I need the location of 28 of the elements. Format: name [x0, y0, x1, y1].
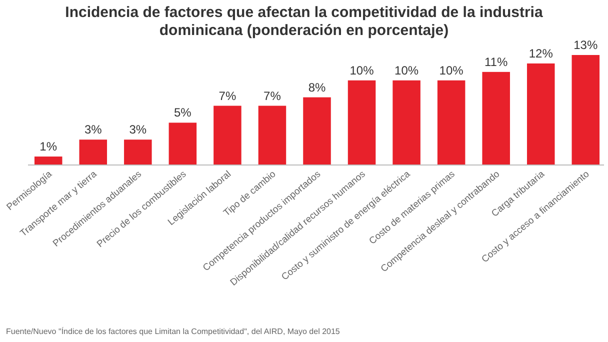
bar [482, 72, 510, 165]
data-label: 10% [439, 63, 464, 78]
bar [34, 156, 62, 165]
data-label: 7% [264, 88, 282, 103]
data-label: 7% [218, 88, 236, 103]
bar [392, 80, 420, 165]
bar [258, 106, 286, 165]
bar [79, 140, 108, 165]
data-label: 13% [574, 38, 598, 52]
data-label: 3% [84, 122, 102, 137]
data-label: 8% [308, 80, 326, 94]
bar [348, 80, 376, 165]
source-note: Fuente/Nuevo "Índice de los factores que Limitan la Competitividad", del AIRD, Mayo del 2015 [6, 327, 340, 336]
chart-title: Incidencia de factores que afectan la competitividad de la industria dominicana (ponderación en porcentaje) [65, 4, 544, 39]
bar [303, 97, 331, 165]
data-label: 10% [350, 63, 374, 78]
data-label: 10% [394, 63, 419, 78]
data-label: 5% [174, 106, 192, 120]
bar [214, 106, 242, 165]
bar [437, 80, 466, 165]
bar [168, 122, 197, 165]
data-label: 11% [484, 54, 508, 69]
bar [572, 55, 600, 165]
data-label: 12% [528, 46, 554, 60]
bar [526, 63, 555, 165]
bar [124, 140, 152, 165]
data-label: 1% [40, 140, 58, 154]
data-label: 3% [129, 122, 147, 137]
